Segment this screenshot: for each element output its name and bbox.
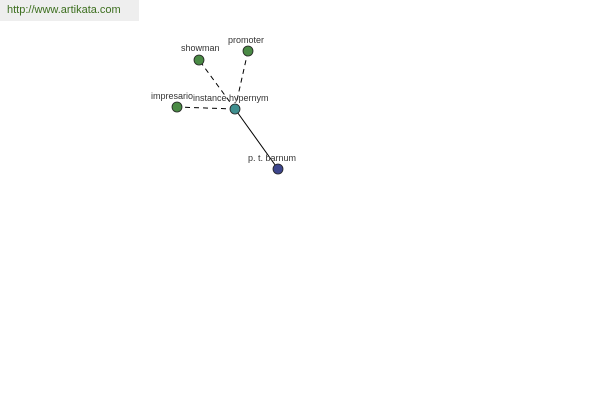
edge-0	[198, 59, 236, 110]
node-label: impresario	[151, 91, 193, 101]
node-p-t-barnum[interactable]	[272, 163, 284, 175]
edge-2	[176, 106, 236, 110]
edge-1	[234, 50, 249, 110]
node-label: promoter	[228, 35, 264, 45]
site-link[interactable]: http://www.artikata.com	[7, 4, 121, 16]
node-impresario[interactable]	[171, 101, 183, 113]
node-center[interactable]	[229, 103, 241, 115]
edge-3	[234, 108, 279, 170]
node-label: p. t. barnum	[248, 153, 296, 163]
node-label: showman	[181, 43, 220, 53]
node-promoter[interactable]	[242, 45, 254, 57]
site-header: http://www.artikata.com	[0, 0, 139, 21]
center-label: instance hypernym	[193, 93, 269, 103]
node-showman[interactable]	[193, 54, 205, 66]
